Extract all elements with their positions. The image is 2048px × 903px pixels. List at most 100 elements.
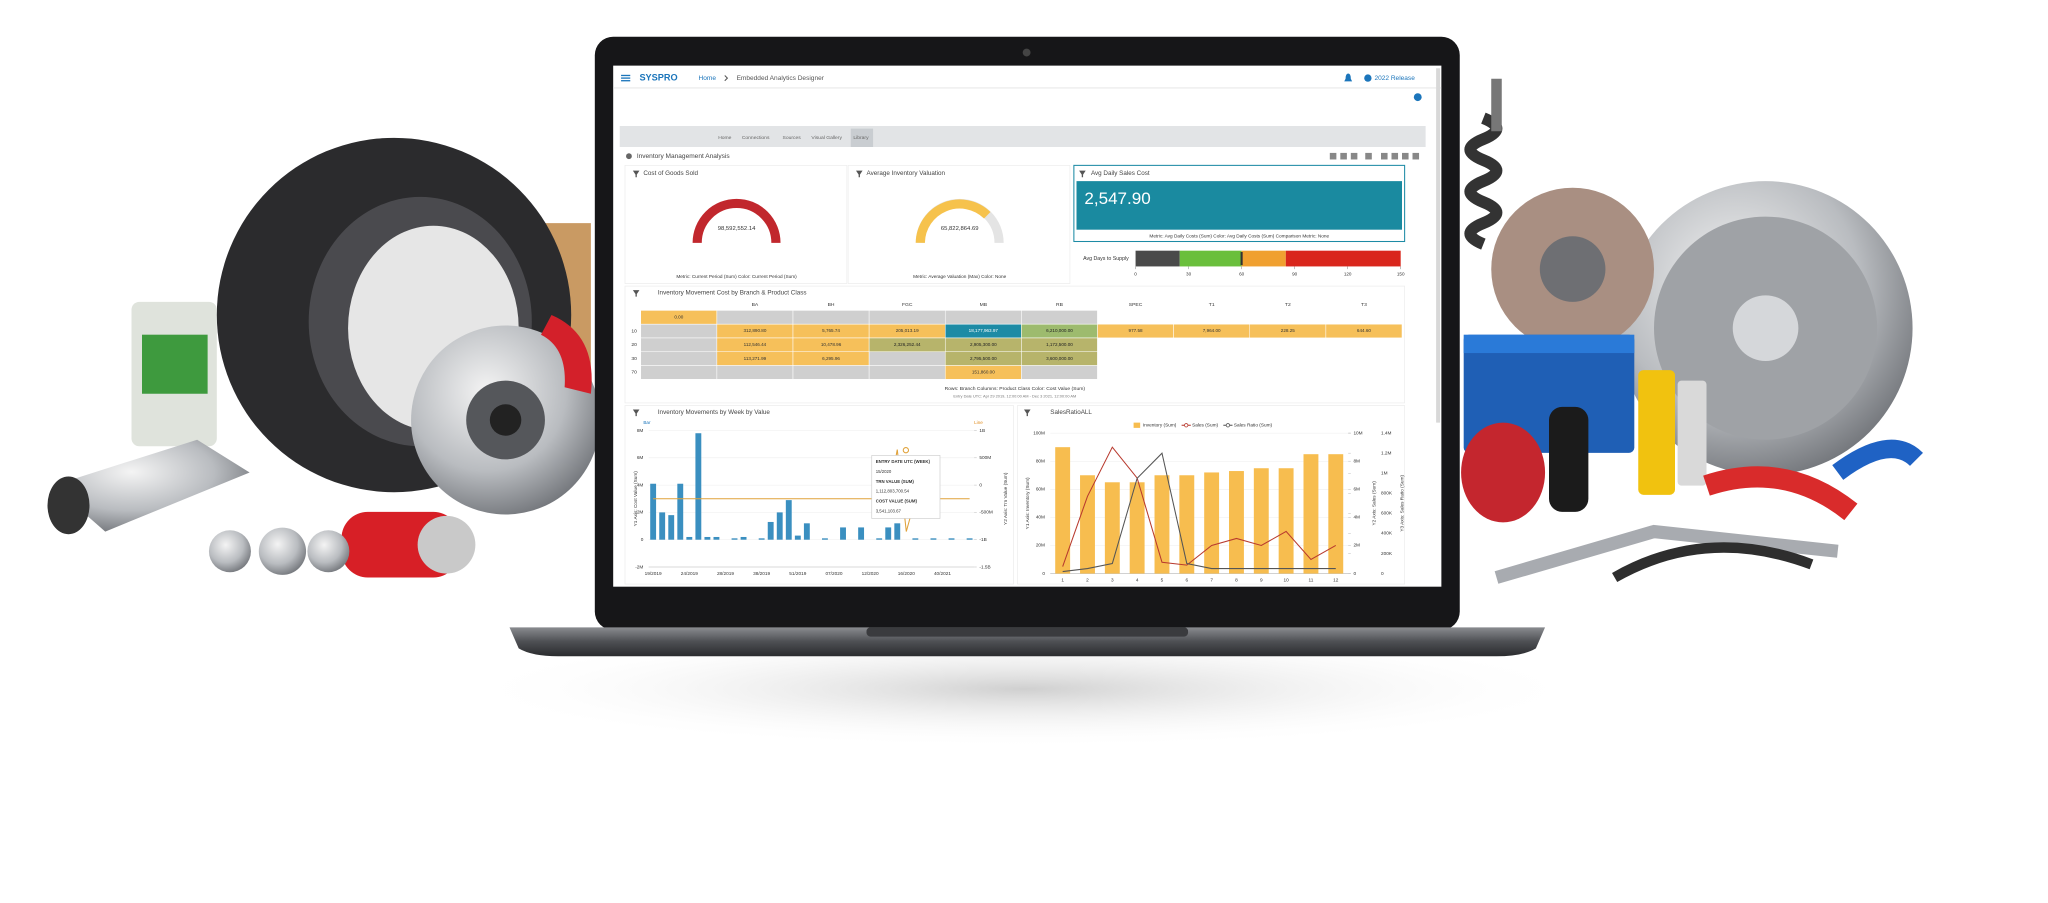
bearing <box>208 530 251 573</box>
tab[interactable]: Connections <box>742 135 770 141</box>
pivot-value: 151,860.00 <box>972 370 995 375</box>
caliper <box>541 315 592 394</box>
y-tick-label: 0 <box>641 537 644 543</box>
pivot-cell <box>1325 310 1403 325</box>
row-header: 10 <box>631 328 637 334</box>
supply-bar: 0 30 60 90 120 150 <box>1134 250 1405 277</box>
pivot-value: 312,890.80 <box>743 328 766 333</box>
x-tick-label: 19/2019 <box>645 571 662 577</box>
filter-icon[interactable] <box>856 170 863 178</box>
user-icon[interactable] <box>1364 74 1372 82</box>
parts-left <box>47 137 601 578</box>
tab[interactable]: Visual Gallery <box>811 135 842 141</box>
filter-icon[interactable] <box>632 409 640 417</box>
y2-axis-title: Y2 Axis: Sales (Sum) <box>1372 481 1378 526</box>
exhaust <box>52 439 250 532</box>
legend-label: Inventory (Sum) <box>1143 423 1177 429</box>
kpi-footer: Metric: Avg Daily Costs (Sum) Color: Avg… <box>1149 234 1329 240</box>
column-header: SPEC <box>1129 302 1143 308</box>
bar <box>668 515 675 540</box>
y2-tick-label: 2M <box>1353 543 1360 549</box>
pivot-value: 228.25 <box>1281 328 1295 333</box>
toolbar-icon[interactable] <box>1329 152 1337 160</box>
supply-tick-label: 30 <box>1186 272 1192 277</box>
pivot-cell <box>1097 337 1174 353</box>
pivot-cell <box>640 351 718 366</box>
bar <box>704 536 711 540</box>
x-tick-label: 28/2019 <box>717 571 734 577</box>
bar <box>731 538 738 540</box>
filter-icon[interactable] <box>632 290 640 297</box>
row-header: 20 <box>631 342 637 348</box>
toolbar-icon[interactable] <box>1391 152 1399 160</box>
pivot-value: 977.58 <box>1129 328 1143 333</box>
pivot-cell <box>640 323 718 339</box>
settings-gear[interactable] <box>1413 93 1422 102</box>
y2-tick-label: 10M <box>1353 430 1362 436</box>
toolbar-icon[interactable] <box>1365 152 1372 160</box>
pivot-value: 6,295.96 <box>822 356 840 361</box>
toolbar-icon[interactable] <box>1350 152 1358 160</box>
tooltip <box>871 455 941 519</box>
breadcrumb-home[interactable]: Home <box>699 75 717 82</box>
spray-can <box>1638 370 1675 495</box>
y-tick-label: 100M <box>1033 430 1045 436</box>
y2-tick-label: 6M <box>1353 487 1360 493</box>
dashboard-toolbar <box>1329 152 1420 160</box>
kpi-tile <box>1076 181 1402 230</box>
pivot-cell <box>640 337 718 353</box>
y2-top-label: Line <box>974 420 983 425</box>
pivot-footer: Rows: Branch Columns: Product Class Colo… <box>945 386 1086 392</box>
kpi-title: Avg Daily Sales Cost <box>1091 170 1150 177</box>
filter-icon[interactable] <box>632 170 640 178</box>
pivot-cell <box>1173 310 1251 325</box>
pivot-title: Inventory Movement Cost by Branch & Prod… <box>658 289 807 296</box>
tab[interactable]: Home <box>718 135 731 141</box>
tabs: Home Connections Sources Visual Gallery Libr… <box>718 128 874 147</box>
tab[interactable]: Sources <box>783 135 802 141</box>
y2-tick-label: -500M <box>979 510 992 516</box>
notification-bell[interactable] <box>1344 73 1353 82</box>
x-tick-label: 3 <box>1111 577 1114 583</box>
bar <box>686 536 693 540</box>
toolbar-icon[interactable] <box>1402 152 1409 160</box>
laptop-shadow <box>459 630 1589 749</box>
y-axis-title: Y1 Axis: Inventory (Sum) <box>1025 477 1031 529</box>
y-tick-label: -2M <box>635 564 643 570</box>
bar <box>840 527 846 540</box>
toolbar-icon[interactable] <box>1340 152 1347 160</box>
legend-label: Sales (Sum) <box>1192 423 1218 429</box>
y2-tick-label: -1.5B <box>979 564 990 570</box>
camera <box>1022 48 1031 57</box>
pivot-panel <box>624 285 1406 404</box>
tab[interactable]: Library <box>853 135 869 141</box>
line-series <box>1062 446 1337 567</box>
pivot-value: 6,210,000.00 <box>1046 328 1073 333</box>
filter-icon[interactable] <box>1079 170 1086 178</box>
bar <box>1154 475 1170 574</box>
y-tick-label: 40M <box>1036 515 1045 521</box>
column-header: T3 <box>1361 302 1367 308</box>
toolbar-icon[interactable] <box>1412 152 1420 160</box>
filter-icon[interactable] <box>1024 409 1031 417</box>
gauge-panel <box>624 164 848 284</box>
hamburger[interactable] <box>621 74 631 82</box>
bearing <box>258 527 307 575</box>
bar <box>695 433 702 540</box>
supply-tick-label: 90 <box>1292 272 1298 277</box>
laptop-base <box>509 627 1546 657</box>
gauge-arc <box>915 199 991 244</box>
y-tick-label: 4M <box>637 482 644 488</box>
bar <box>1055 447 1071 574</box>
scrollbar <box>1436 68 1441 423</box>
y3-tick-label: 200K <box>1381 551 1393 557</box>
pivot-cell <box>1249 365 1327 380</box>
pivot-value: 5,765.74 <box>822 328 840 333</box>
y3-tick-label: 1M <box>1381 471 1388 477</box>
x-tick-label: 07/2020 <box>825 571 842 577</box>
pivot-cell <box>792 365 870 380</box>
release-menu[interactable]: 2022 Release <box>1374 75 1415 82</box>
toolbar-icon[interactable] <box>1381 152 1388 160</box>
